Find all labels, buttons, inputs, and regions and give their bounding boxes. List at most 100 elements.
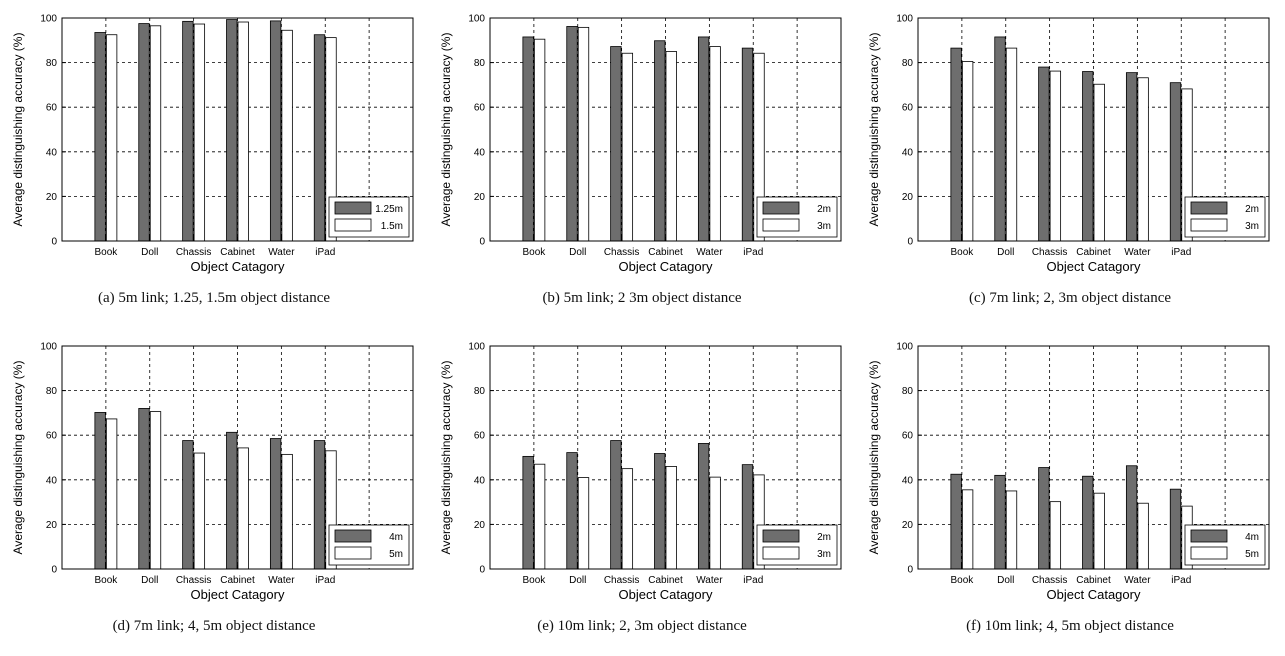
bar-water-series-1 [269,20,282,242]
legend-swatch [1190,529,1228,543]
bar-book-series-2 [105,34,118,242]
bar-cabinet-series-1 [1082,71,1094,242]
x-tick-label: Chassis [176,575,212,586]
bar-chassis-series-2 [193,23,206,242]
bar-chassis-series-2 [621,52,634,242]
y-tick-label: 0 [479,237,485,248]
bar-chassis-series-1 [610,440,622,570]
bar-water-series-2 [281,29,293,242]
y-tick-label: 60 [46,431,58,442]
y-tick-label: 80 [902,58,914,69]
legend: 2m 3m [756,196,838,238]
bar-chassis-series-2 [1049,501,1062,570]
bar-cabinet-series-1 [1082,475,1094,570]
bar-doll-series-2 [577,26,590,242]
bar-chart-a: 0 20 40 60 80 100 Book Doll Chassis Cabinet Water i… [11,14,414,274]
y-tick-label: 100 [896,14,913,25]
x-tick-label: Water [696,575,723,586]
legend: 2m 3m [1184,196,1266,238]
bar-water-series-1 [697,36,710,242]
legend-label: 5m [389,549,403,560]
y-tick-label: 60 [474,103,486,114]
legend: 4m 5m [328,524,410,566]
x-tick-label: Chassis [604,575,640,586]
x-tick-label: Book [94,575,118,586]
bar-book-series-2 [961,489,974,570]
bar-doll-series-2 [1005,47,1018,242]
legend-label: 3m [1245,221,1259,232]
bar-water-series-1 [1125,72,1138,242]
chart-caption-f: (f) 10m link; 4, 5m object distance [966,618,1174,634]
bar-cabinet-series-1 [654,40,666,242]
x-tick-label: Water [268,575,295,586]
bar-doll-series-1 [566,452,578,570]
y-tick-label: 20 [902,192,914,203]
x-tick-label: Book [950,575,974,586]
legend-label: 2m [1245,204,1259,215]
bar-chassis-series-1 [1038,467,1050,570]
bar-cabinet-series-2 [1093,492,1105,570]
y-tick-label: 100 [896,342,913,353]
y-tick-label: 0 [479,565,485,576]
bar-chassis-series-1 [610,46,622,242]
y-tick-label: 0 [907,237,913,248]
chart-caption-d: (d) 7m link; 4, 5m object distance [112,618,316,634]
x-tick-label: Water [268,247,295,258]
bar-book-series-2 [533,463,546,570]
bar-book-series-1 [522,455,534,570]
bar-ipad-series-1 [313,440,326,570]
legend-label: 5m [1245,549,1259,560]
y-axis-label: Average distinguishing accuracy (%) [867,33,881,227]
bar-ipad-series-1 [1169,488,1182,570]
x-tick-label: Cabinet [1076,575,1111,586]
bar-chart-f: 0 20 40 60 80 100 Book Doll Chassis Cabinet Water i… [867,342,1270,602]
x-tick-label: Doll [997,575,1014,586]
bar-water-series-2 [1137,502,1149,570]
x-tick-label: Chassis [604,247,640,258]
legend-label: 3m [817,549,831,560]
legend-label: 4m [1245,532,1259,543]
bar-chart-e: 0 20 40 60 80 100 Book Doll Chassis Cabinet Water i… [439,342,842,602]
legend-label: 2m [817,532,831,543]
legend-swatch [1190,546,1228,560]
x-axis-label: Object Catagory [1047,259,1141,274]
bar-chassis-series-2 [193,452,206,570]
chart-panel-a: 0 20 40 60 80 100 Book Doll Chassis Cabinet Water i… [0,0,428,328]
x-tick-label: Doll [569,575,586,586]
x-tick-label: Water [696,247,723,258]
x-tick-label: iPad [1171,575,1191,586]
x-tick-label: Book [94,247,118,258]
legend-label: 1.25m [375,204,403,215]
bar-book-series-1 [950,47,962,242]
bar-doll-series-1 [138,23,150,242]
legend-swatch [762,218,800,232]
x-tick-label: Book [522,247,546,258]
legend-swatch [334,546,372,560]
bar-chart-c: 0 20 40 60 80 100 Book Doll Chassis Cabinet Water i… [867,14,1270,274]
y-tick-label: 80 [46,58,58,69]
x-axis-label: Object Catagory [191,259,285,274]
legend-label: 3m [817,221,831,232]
x-tick-label: Cabinet [220,247,255,258]
x-tick-label: Chassis [176,247,212,258]
legend: 4m 5m [1184,524,1266,566]
y-tick-label: 80 [46,386,58,397]
y-tick-label: 40 [902,475,914,486]
x-tick-label: Chassis [1032,247,1068,258]
bar-book-series-1 [94,412,106,570]
x-tick-label: Book [950,247,974,258]
legend-swatch [334,201,372,215]
bar-cabinet-series-1 [226,19,238,242]
x-axis-label: Object Catagory [619,587,713,602]
bar-cabinet-series-2 [665,51,677,242]
bar-ipad-series-1 [741,464,754,570]
bar-doll-series-1 [994,36,1006,242]
bar-ipad-series-1 [741,47,754,242]
y-axis-label: Average distinguishing accuracy (%) [11,33,25,227]
x-tick-label: Cabinet [1076,247,1111,258]
y-tick-label: 20 [474,192,486,203]
legend-swatch [762,529,800,543]
bar-cabinet-series-2 [665,466,677,570]
y-tick-label: 60 [46,103,58,114]
x-tick-label: Chassis [1032,575,1068,586]
